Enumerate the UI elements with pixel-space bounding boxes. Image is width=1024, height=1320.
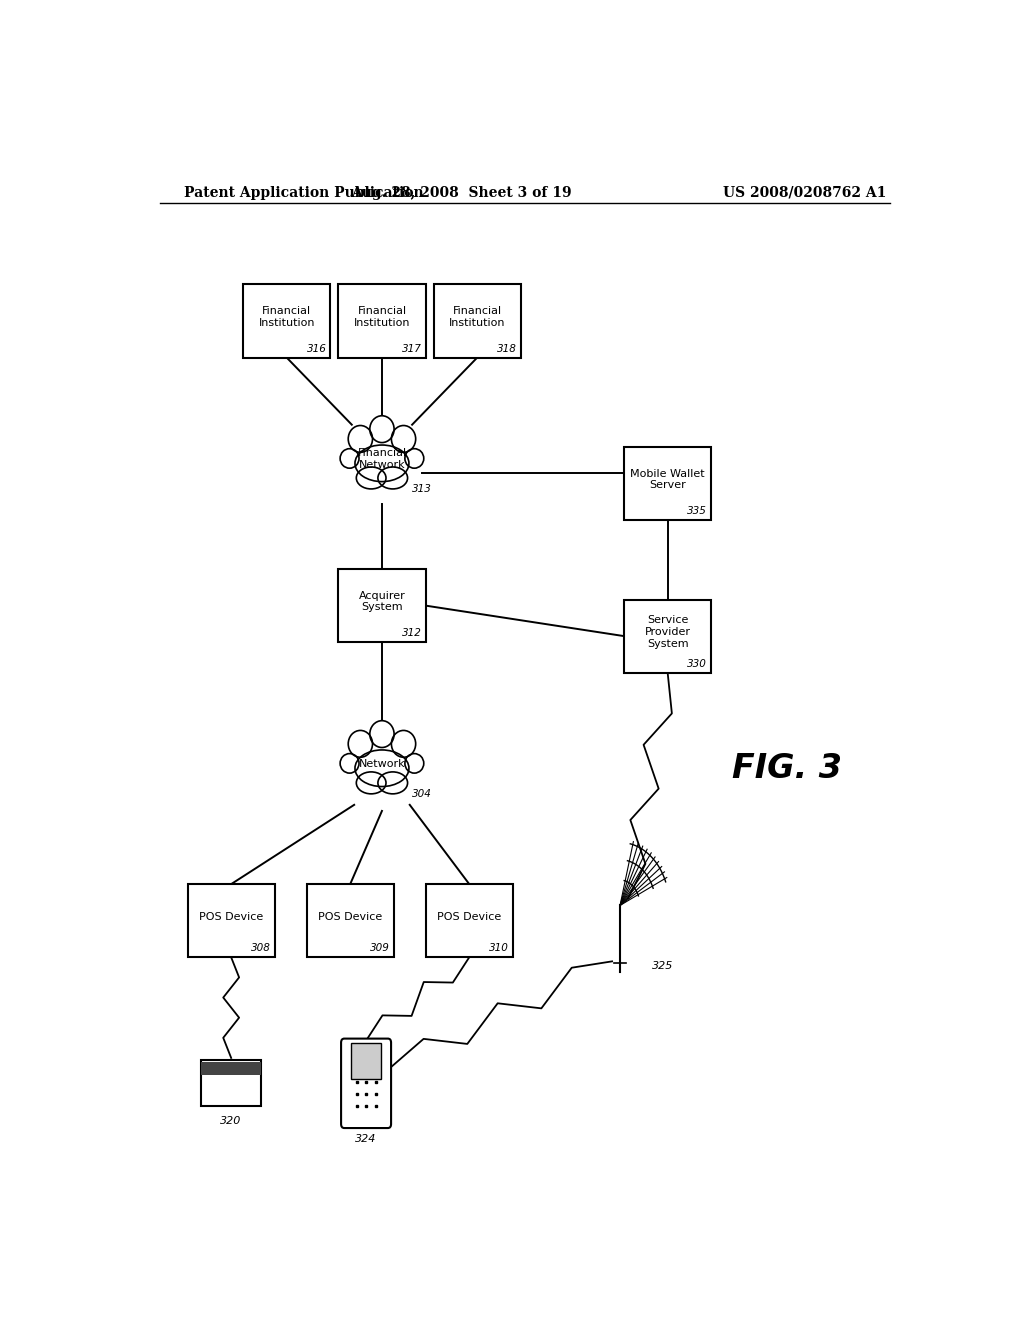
Ellipse shape [348,425,373,453]
Text: 320: 320 [220,1117,242,1126]
Ellipse shape [340,754,359,774]
FancyBboxPatch shape [338,284,426,358]
Text: 313: 313 [412,484,431,494]
Text: POS Device: POS Device [199,912,263,921]
Ellipse shape [378,467,408,488]
Ellipse shape [355,445,409,482]
Text: POS Device: POS Device [437,912,502,921]
Text: 325: 325 [652,961,673,972]
FancyBboxPatch shape [202,1063,261,1074]
Text: 304: 304 [412,789,431,799]
Ellipse shape [370,416,394,442]
Ellipse shape [391,425,416,453]
Text: FIG. 3: FIG. 3 [732,752,842,784]
FancyBboxPatch shape [338,569,426,643]
FancyBboxPatch shape [624,447,712,520]
Text: 324: 324 [355,1134,377,1144]
Text: Financial
Institution: Financial Institution [449,306,506,327]
FancyBboxPatch shape [306,884,394,957]
Ellipse shape [370,721,394,747]
FancyBboxPatch shape [243,284,331,358]
Text: Aug. 28, 2008  Sheet 3 of 19: Aug. 28, 2008 Sheet 3 of 19 [351,186,571,199]
Text: Service
Provider
System: Service Provider System [645,615,690,648]
Text: Financial
Institution: Financial Institution [258,306,315,327]
Text: 309: 309 [370,944,390,953]
FancyBboxPatch shape [433,284,521,358]
Text: US 2008/0208762 A1: US 2008/0208762 A1 [723,186,887,199]
Text: 318: 318 [497,343,517,354]
Ellipse shape [340,449,359,469]
Text: 317: 317 [401,343,422,354]
FancyBboxPatch shape [624,599,712,673]
Ellipse shape [356,772,386,793]
Ellipse shape [356,467,386,488]
Text: POS Device: POS Device [318,912,382,921]
Ellipse shape [391,730,416,758]
FancyBboxPatch shape [202,1060,261,1106]
Text: Financial
Institution: Financial Institution [353,306,411,327]
Text: 330: 330 [687,659,708,669]
Ellipse shape [404,449,424,469]
Text: Mobile Wallet
Server: Mobile Wallet Server [631,469,705,491]
Text: Patent Application Publication: Patent Application Publication [183,186,423,199]
Text: Financial
Network: Financial Network [357,449,407,470]
Text: Acquirer
System: Acquirer System [358,591,406,612]
Ellipse shape [355,750,409,787]
Ellipse shape [348,730,373,758]
FancyBboxPatch shape [426,884,513,957]
Text: 310: 310 [489,944,509,953]
Text: 308: 308 [251,944,270,953]
Text: 316: 316 [306,343,327,354]
FancyBboxPatch shape [341,1039,391,1129]
Ellipse shape [378,772,408,793]
FancyBboxPatch shape [187,884,274,957]
Text: 312: 312 [401,628,422,638]
Text: 335: 335 [687,506,708,516]
FancyBboxPatch shape [351,1043,381,1080]
Text: Network: Network [358,759,406,770]
Ellipse shape [404,754,424,774]
